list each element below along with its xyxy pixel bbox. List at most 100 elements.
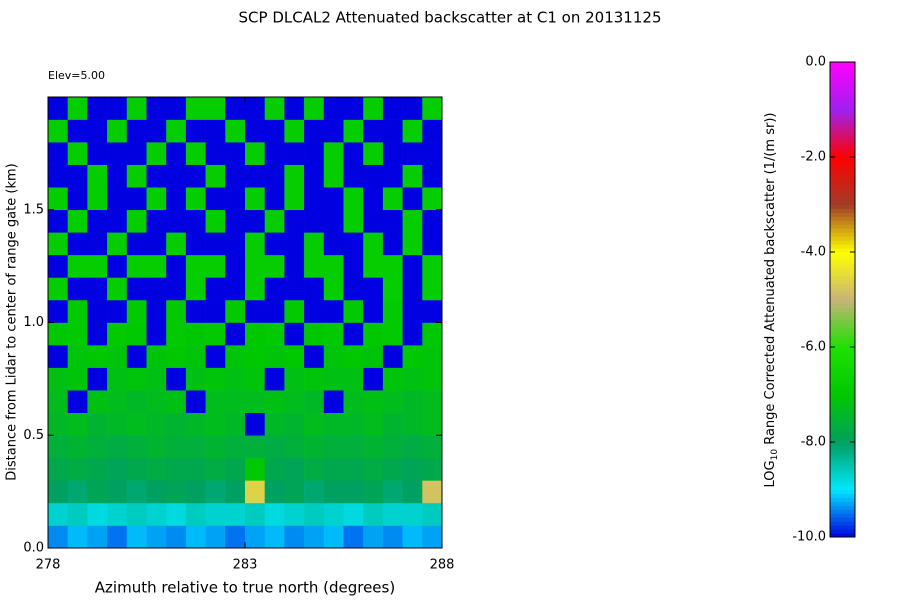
heatmap-cell: [166, 187, 187, 211]
colorbar-swatch: [830, 335, 855, 340]
heatmap-cell: [126, 299, 147, 323]
heatmap-cell: [284, 480, 305, 504]
heatmap-cell: [146, 345, 167, 368]
heatmap-cell: [146, 119, 167, 143]
heatmap-cell: [67, 322, 88, 346]
heatmap-cell: [343, 502, 364, 526]
heatmap-cell: [87, 457, 108, 481]
heatmap-cell: [107, 412, 128, 436]
heatmap-cell: [107, 97, 128, 120]
colorbar-tick-label: 0.0: [805, 55, 826, 70]
heatmap-cell: [422, 209, 443, 233]
colorbar-swatch: [830, 473, 855, 479]
colorbar-swatch: [830, 97, 855, 103]
heatmap-cell: [48, 322, 68, 346]
heatmap-cell: [166, 322, 187, 346]
heatmap-cell: [87, 525, 108, 549]
heatmap-cell: [245, 502, 265, 526]
heatmap-cell: [225, 119, 246, 143]
heatmap-cell: [48, 142, 68, 165]
colorbar-swatch: [830, 216, 855, 221]
heatmap-cell: [87, 187, 108, 211]
colorbar-swatch: [830, 461, 855, 467]
heatmap-cell: [422, 502, 443, 526]
heatmap-cell: [245, 390, 265, 413]
heatmap-cell: [166, 232, 187, 256]
heatmap-cell: [225, 435, 246, 459]
heatmap-cell: [48, 119, 68, 143]
heatmap-cell: [422, 367, 443, 391]
colorbar-swatch: [830, 418, 855, 423]
heatmap-cell: [166, 525, 187, 549]
heatmap-cell: [107, 390, 128, 413]
colorbar-swatch: [830, 121, 855, 126]
heatmap-cell: [422, 299, 443, 323]
colorbar-swatch: [830, 77, 855, 83]
colorbar-swatch: [830, 311, 855, 316]
y-axis-label: Distance from Lidar to center of range g…: [5, 163, 20, 480]
heatmap-cell: [402, 525, 423, 549]
heatmap-cell: [87, 435, 108, 459]
heatmap-cell: [205, 525, 226, 549]
heatmap-cell: [245, 525, 265, 549]
heatmap-cell: [363, 232, 384, 256]
heatmap-cell: [382, 457, 403, 481]
colorbar-swatch: [830, 283, 855, 289]
heatmap-cell: [107, 480, 128, 504]
heatmap-cell: [107, 299, 128, 323]
heatmap-cell: [402, 119, 423, 143]
heatmap-cell: [284, 412, 305, 436]
heatmap-cell: [185, 412, 206, 436]
colorbar-swatch: [830, 406, 855, 411]
heatmap-cell: [126, 209, 147, 233]
colorbar-swatch: [830, 382, 855, 388]
colorbar-swatch: [830, 339, 855, 344]
heatmap-cell: [87, 232, 108, 256]
heatmap-cell: [402, 390, 423, 413]
heatmap-cell: [87, 277, 108, 301]
heatmap-cell: [87, 299, 108, 323]
colorbar-swatch: [830, 378, 855, 384]
heatmap-cell: [284, 525, 305, 549]
heatmap-cell: [205, 254, 226, 278]
colorbar-swatch: [830, 228, 855, 233]
colorbar-swatch: [830, 303, 855, 308]
heatmap-cell: [382, 480, 403, 504]
heatmap-cell: [225, 164, 246, 188]
colorbar-swatch: [830, 362, 855, 368]
heatmap-cell: [166, 412, 187, 436]
heatmap-cell: [146, 435, 167, 459]
heatmap-cell: [185, 187, 206, 211]
heatmap-cell: [126, 119, 147, 143]
colorbar-tick-label: -4.0: [801, 245, 826, 260]
heatmap-cell: [264, 142, 285, 165]
heatmap-cell: [185, 525, 206, 549]
colorbar-swatch: [830, 196, 855, 202]
heatmap-cell: [67, 142, 88, 165]
heatmap-cell: [245, 480, 265, 504]
heatmap-cell: [185, 345, 206, 368]
heatmap-cell: [363, 277, 384, 301]
heatmap-cell: [67, 457, 88, 481]
colorbar-swatch: [830, 469, 855, 475]
heatmap-cell: [402, 435, 423, 459]
colorbar-label-prefix: LOG: [763, 460, 778, 487]
colorbar-swatch: [830, 509, 855, 514]
heatmap-cell: [402, 367, 423, 391]
heatmap-cell: [402, 142, 423, 165]
heatmap-cell: [87, 322, 108, 346]
heatmap-cell: [284, 502, 305, 526]
heatmap-cell: [264, 345, 285, 368]
heatmap-cell: [205, 299, 226, 323]
heatmap-cell: [284, 164, 305, 188]
heatmap-cell: [166, 390, 187, 413]
heatmap-cell: [225, 480, 246, 504]
heatmap-cell: [422, 254, 443, 278]
heatmap-cell: [67, 502, 88, 526]
heatmap-cell: [422, 525, 443, 549]
heatmap-cell: [87, 412, 108, 436]
heatmap-cell: [166, 435, 187, 459]
heatmap-cell: [382, 254, 403, 278]
heatmap-cell: [146, 525, 167, 549]
heatmap-cell: [166, 367, 187, 391]
